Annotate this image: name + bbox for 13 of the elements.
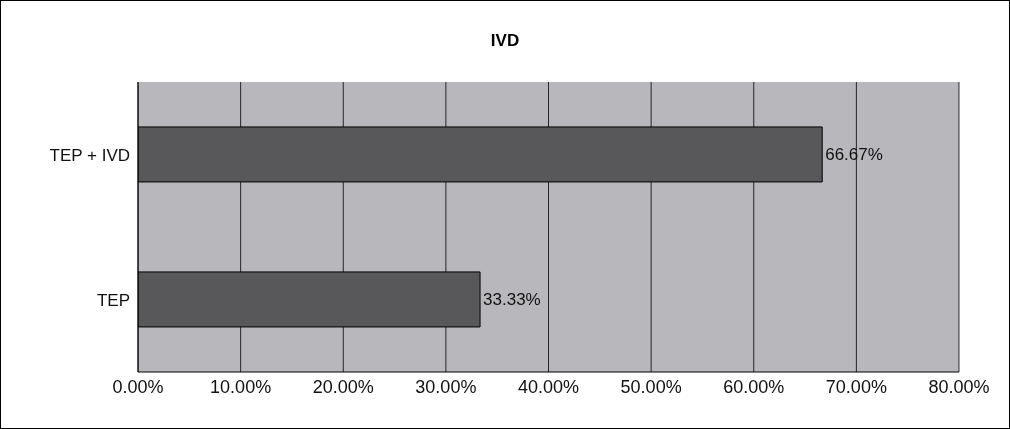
x-tick-label: 50.00% bbox=[620, 376, 682, 397]
x-tick-label: 0.00% bbox=[112, 376, 164, 397]
x-tick-label: 40.00% bbox=[517, 376, 580, 397]
x-tick-label: 80.00% bbox=[928, 376, 990, 397]
y-tick-label: TEP + IVD bbox=[49, 145, 130, 165]
y-tick-label: TEP bbox=[96, 290, 130, 310]
x-tick-label: 60.00% bbox=[723, 376, 785, 397]
data-label: 33.33% bbox=[483, 290, 541, 310]
x-tick-label: 20.00% bbox=[312, 376, 374, 397]
chart-title: IVD bbox=[489, 31, 521, 51]
x-tick-label: 70.00% bbox=[825, 376, 887, 397]
x-tick-label: 30.00% bbox=[415, 376, 477, 397]
x-tick-label: 10.00% bbox=[210, 376, 272, 397]
